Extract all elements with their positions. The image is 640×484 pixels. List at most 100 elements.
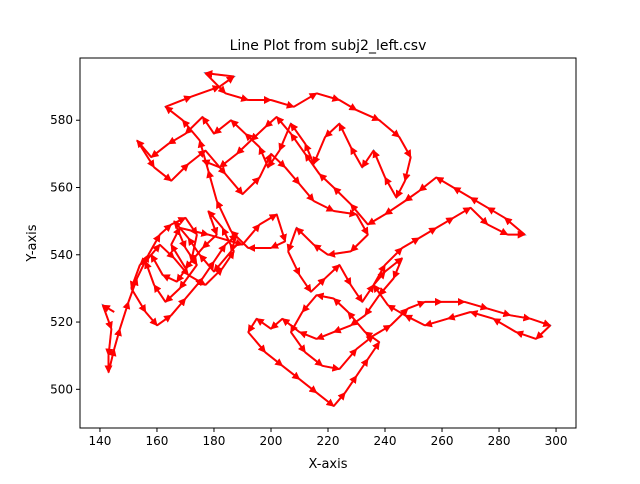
direction-arrow: [515, 330, 537, 340]
direction-arrow: [230, 230, 249, 249]
x-tick-label: 240: [374, 434, 397, 448]
direction-arrow: [404, 190, 420, 202]
direction-arrow: [384, 247, 403, 266]
direction-arrow: [204, 69, 235, 78]
direction-arrow: [290, 132, 307, 155]
direction-arrow: [255, 317, 272, 330]
direction-arrow: [535, 324, 551, 340]
direction-arrow: [384, 257, 403, 273]
direction-arrow: [392, 257, 404, 280]
direction-arrow: [156, 314, 173, 327]
direction-arrow: [324, 122, 341, 138]
direction-arrow: [270, 99, 295, 109]
direction-arrow: [206, 169, 218, 202]
direction-arrow: [225, 92, 250, 102]
direction-arrow: [338, 99, 358, 111]
y-tick-label: 520: [50, 315, 73, 329]
direction-arrow: [113, 327, 122, 350]
direction-arrow: [130, 287, 147, 313]
direction-arrow: [304, 351, 324, 367]
direction-arrow: [350, 203, 369, 226]
x-tick-label: 300: [545, 434, 568, 448]
direction-arrow: [150, 143, 170, 158]
direction-arrow: [267, 149, 281, 169]
y-axis-label: Y-axis: [25, 224, 40, 262]
direction-arrow: [201, 116, 215, 135]
direction-arrow: [218, 153, 238, 169]
direction-arrow: [487, 223, 509, 236]
x-tick-label: 160: [146, 434, 169, 448]
direction-arrow: [164, 287, 181, 303]
direction-arrow: [332, 391, 346, 407]
direction-arrow: [316, 92, 341, 102]
direction-arrow: [333, 209, 358, 218]
direction-arrow: [395, 180, 406, 199]
y-tick-label: 580: [50, 113, 73, 127]
direction-arrow: [298, 330, 317, 340]
direction-arrow: [378, 277, 395, 296]
direction-arrow: [284, 166, 301, 185]
direction-arrow: [118, 300, 131, 330]
direction-arrow: [452, 186, 472, 199]
direction-arrow: [347, 311, 366, 333]
direction-arrow: [129, 264, 141, 290]
direction-arrow: [324, 264, 341, 280]
direction-arrow: [338, 122, 352, 148]
direction-arrow: [423, 317, 448, 328]
direction-arrow: [264, 116, 278, 128]
direction-arrow: [435, 216, 455, 229]
direction-arrow: [318, 173, 335, 189]
x-tick-label: 200: [260, 434, 283, 448]
direction-arrow: [170, 163, 190, 182]
direction-arrow: [361, 284, 375, 303]
direction-arrow: [387, 304, 406, 317]
chart-title: Line Plot from subj2_left.csv: [230, 38, 427, 54]
direction-arrow: [295, 227, 315, 246]
direction-arrow: [170, 227, 181, 246]
direction-arrow: [247, 318, 258, 333]
direction-arrow: [312, 136, 327, 165]
direction-arrow: [313, 200, 335, 212]
direction-arrow: [372, 264, 386, 286]
direction-arrow: [332, 324, 352, 334]
direction-arrow: [213, 119, 232, 135]
direction-arrow: [207, 210, 219, 236]
direction-arrow: [184, 116, 204, 135]
direction-arrow: [187, 274, 207, 286]
direction-arrow: [361, 149, 375, 169]
direction-arrow: [469, 310, 494, 320]
direction-arrow: [164, 106, 184, 121]
direction-arrow: [201, 159, 221, 169]
direction-arrow: [435, 176, 454, 189]
direction-arrow: [161, 274, 178, 283]
direction-arrow: [287, 250, 301, 276]
direction-arrow: [310, 277, 326, 293]
direction-arrow: [215, 200, 233, 232]
direction-arrow: [204, 72, 227, 95]
direction-arrow: [278, 123, 292, 152]
direction-arrow: [221, 250, 235, 269]
direction-arrow: [322, 363, 341, 372]
direction-arrow: [290, 331, 307, 354]
direction-arrow: [241, 223, 261, 246]
direction-arrow: [384, 200, 406, 216]
x-tick-label: 180: [203, 434, 226, 448]
direction-arrow: [190, 85, 221, 98]
y-tick-label: 540: [50, 248, 73, 262]
direction-arrow: [107, 348, 117, 373]
direction-arrow: [290, 311, 304, 333]
direction-arrow: [184, 247, 198, 266]
direction-arrow: [159, 223, 172, 236]
y-tick-label: 500: [50, 382, 73, 396]
direction-arrow: [184, 247, 204, 269]
direction-arrow: [298, 274, 312, 293]
direction-arrow: [452, 206, 472, 219]
direction-arrow: [327, 249, 351, 258]
direction-arrow: [101, 304, 113, 330]
direction-arrow: [179, 226, 210, 237]
x-tick-label: 140: [89, 434, 112, 448]
direction-arrow: [349, 146, 364, 168]
direction-arrow: [389, 307, 409, 327]
direction-arrow: [150, 253, 164, 276]
